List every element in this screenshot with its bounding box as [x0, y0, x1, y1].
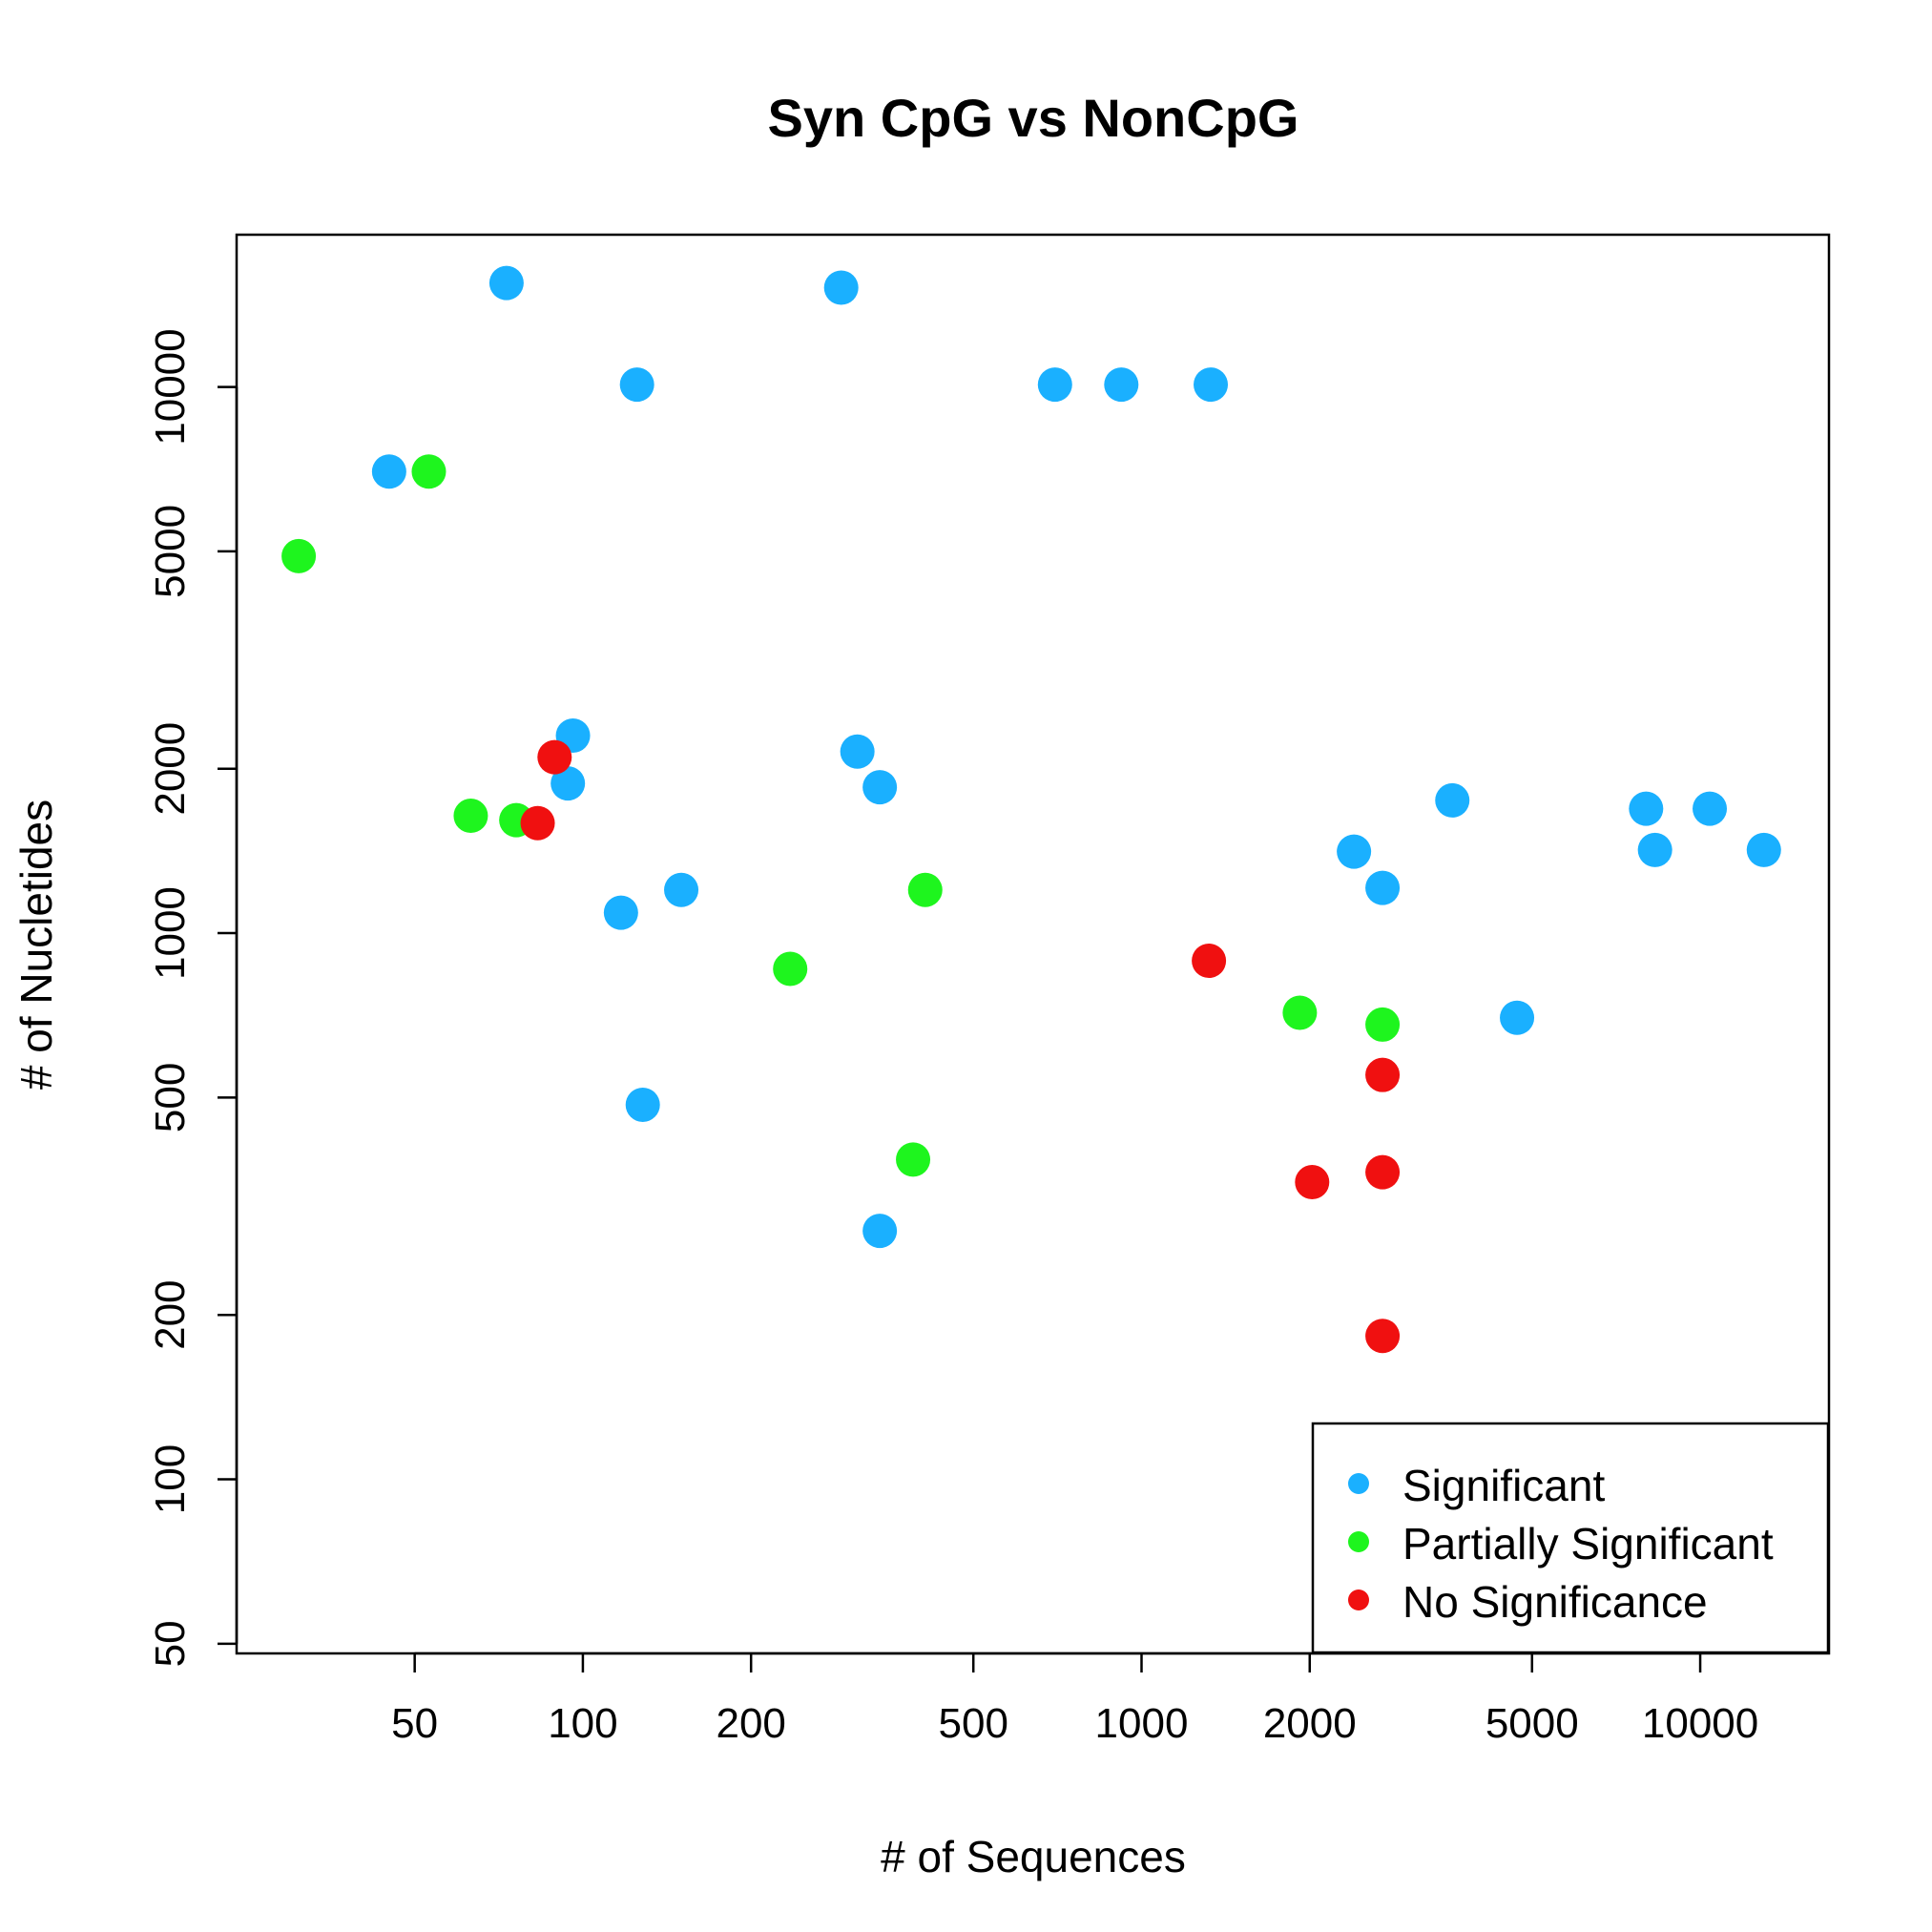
data-point	[537, 739, 572, 775]
data-point	[773, 951, 808, 987]
data-point	[840, 734, 875, 769]
x-tick-label: 100	[548, 1700, 617, 1747]
data-point	[603, 895, 638, 930]
y-axis-label: # of Nucletides	[11, 800, 61, 1090]
x-tick-label: 500	[939, 1700, 1008, 1747]
x-tick-label: 10000	[1642, 1700, 1758, 1747]
y-tick-label: 5000	[147, 505, 194, 598]
data-point	[625, 1087, 660, 1122]
data-point	[1104, 367, 1139, 403]
data-point	[862, 770, 898, 805]
x-tick-label: 2000	[1263, 1700, 1357, 1747]
x-axis: 50 100 200 500 1000 2000 5000 10000	[391, 1652, 1758, 1747]
legend-label: Partially Significant	[1402, 1519, 1774, 1568]
data-point	[1500, 1000, 1535, 1035]
data-point	[1637, 832, 1672, 867]
data-point	[453, 799, 488, 834]
legend-items: Significant Partially Significant No Signi…	[1348, 1461, 1774, 1627]
data-point	[1365, 1057, 1401, 1092]
series-significant	[371, 265, 1781, 1249]
data-point	[1194, 367, 1229, 403]
data-point	[907, 872, 943, 907]
y-tick-label: 200	[147, 1279, 194, 1349]
data-point	[1629, 791, 1664, 826]
data-point	[371, 454, 406, 489]
x-tick-label: 5000	[1485, 1700, 1579, 1747]
y-tick-label: 100	[147, 1444, 194, 1514]
y-tick-label: 2000	[147, 722, 194, 816]
data-point	[664, 872, 699, 907]
legend-label: Significant	[1402, 1461, 1605, 1510]
y-tick-label: 50	[147, 1620, 194, 1667]
legend-label: No Significance	[1402, 1577, 1708, 1627]
series-partially-significant	[281, 454, 1401, 1177]
data-point	[1365, 1007, 1401, 1042]
x-tick-label: 200	[716, 1700, 785, 1747]
data-point	[1295, 1165, 1330, 1200]
y-tick-label: 1000	[147, 886, 194, 980]
data-point	[1693, 791, 1728, 826]
data-point	[1365, 1154, 1401, 1190]
data-point	[896, 1142, 931, 1177]
x-axis-label: # of Sequences	[881, 1832, 1186, 1881]
legend-marker	[1348, 1531, 1369, 1552]
data-point	[1365, 1319, 1401, 1354]
y-tick-label: 500	[147, 1063, 194, 1132]
data-point	[1435, 782, 1470, 818]
data-point	[411, 454, 447, 489]
data-point	[1337, 834, 1372, 869]
data-point	[1746, 832, 1781, 867]
data-point	[488, 265, 524, 301]
legend-marker	[1348, 1473, 1369, 1494]
data-point	[1037, 367, 1072, 403]
legend-box	[1311, 1422, 1830, 1654]
data-points	[281, 265, 1781, 1354]
data-point	[551, 766, 586, 801]
data-point	[520, 805, 555, 841]
legend-marker	[1348, 1589, 1369, 1610]
series-no-significance	[520, 739, 1401, 1354]
y-axis: 50 100 200 500 1000 2000 5000 10000	[147, 328, 239, 1667]
data-point	[1192, 944, 1227, 979]
data-point	[281, 538, 317, 573]
y-tick-label: 10000	[147, 328, 194, 445]
x-tick-label: 1000	[1095, 1700, 1189, 1747]
data-point	[862, 1214, 898, 1249]
data-point	[1365, 870, 1401, 905]
data-point	[619, 367, 654, 403]
x-tick-label: 50	[391, 1700, 438, 1747]
legend: Significant Partially Significant No Signi…	[1311, 1422, 1830, 1654]
data-point	[823, 270, 859, 305]
chart-title: Syn CpG vs NonCpG	[768, 88, 1299, 148]
data-point	[1282, 995, 1318, 1030]
